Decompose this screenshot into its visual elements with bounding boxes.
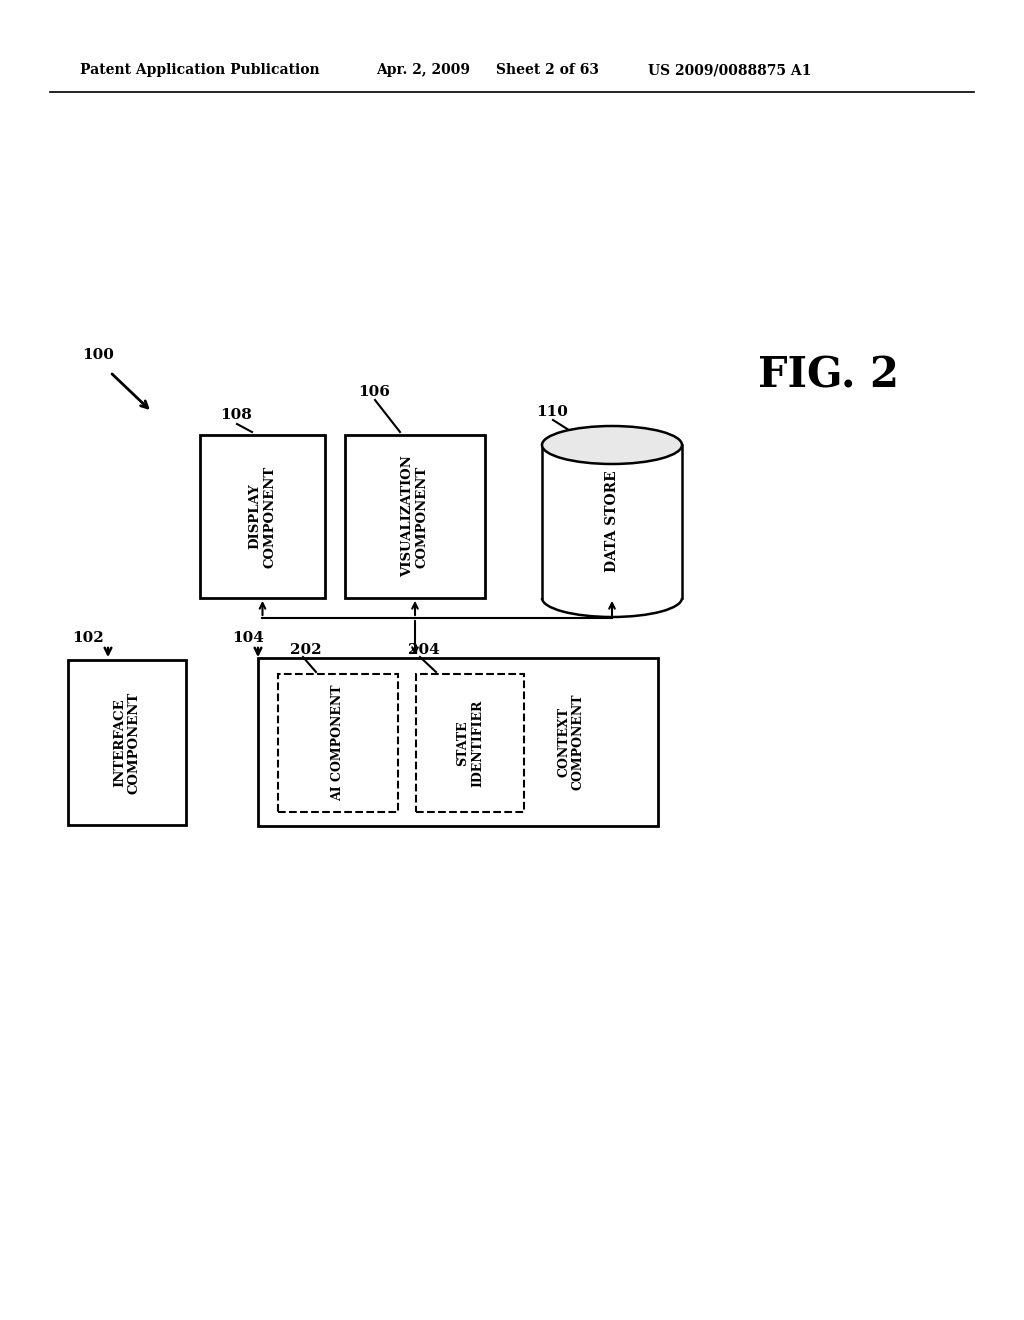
Bar	[278, 675, 398, 812]
Text: 104: 104	[232, 631, 264, 645]
Text: 106: 106	[358, 385, 390, 399]
Bar	[200, 436, 325, 598]
Text: CONTEXT
COMPONENT: CONTEXT COMPONENT	[557, 694, 585, 791]
Text: DATA STORE: DATA STORE	[605, 471, 618, 573]
Text: 102: 102	[72, 631, 103, 645]
Bar	[345, 436, 485, 598]
Text: VISUALIZATION
COMPONENT: VISUALIZATION COMPONENT	[401, 455, 429, 577]
Text: AI COMPONENT: AI COMPONENT	[332, 685, 344, 801]
Text: FIG. 2: FIG. 2	[758, 354, 898, 396]
Text: 204: 204	[408, 643, 439, 657]
Text: 202: 202	[290, 643, 322, 657]
Text: US 2009/0088875 A1: US 2009/0088875 A1	[648, 63, 811, 77]
Text: INTERFACE
COMPONENT: INTERFACE COMPONENT	[113, 692, 141, 793]
Text: Patent Application Publication: Patent Application Publication	[80, 63, 319, 77]
Bar	[258, 657, 658, 826]
Text: 110: 110	[536, 405, 568, 418]
Text: DISPLAY
COMPONENT: DISPLAY COMPONENT	[249, 466, 276, 568]
Text: 100: 100	[82, 348, 114, 362]
Text: Apr. 2, 2009: Apr. 2, 2009	[376, 63, 470, 77]
Bar	[542, 445, 682, 598]
Text: Sheet 2 of 63: Sheet 2 of 63	[496, 63, 599, 77]
Bar	[416, 675, 524, 812]
Bar	[68, 660, 186, 825]
Ellipse shape	[542, 426, 682, 465]
Text: 108: 108	[220, 408, 252, 422]
Text: STATE
IDENTIFIER: STATE IDENTIFIER	[456, 700, 484, 787]
